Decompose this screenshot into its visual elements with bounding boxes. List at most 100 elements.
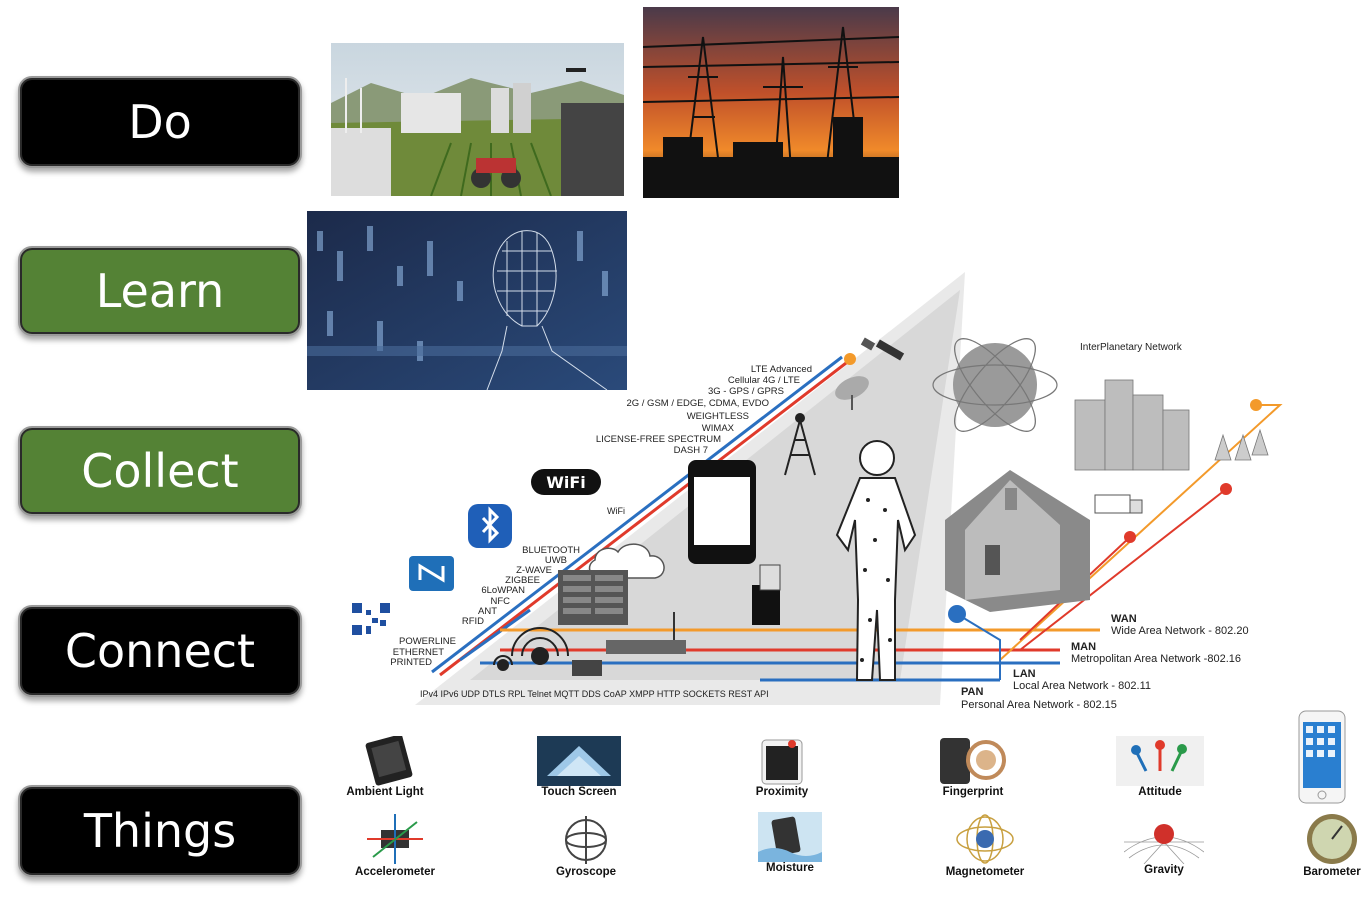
wifi-label: WiFi xyxy=(607,506,625,516)
protocol-list: IPv4 IPv6 UDP DTLS RPL Telnet MQTT DDS C… xyxy=(420,689,769,699)
sensor-moisture: Moisture xyxy=(735,812,845,874)
layer-connect: Connect xyxy=(18,605,302,697)
wifi-logo: WiFi xyxy=(531,469,601,495)
short-range-item: ANT xyxy=(478,606,497,617)
sensor-gyroscope: Gyroscope xyxy=(531,812,641,878)
layer-do-label: Do xyxy=(128,95,192,149)
cellular-item: 3G - GPS / GPRS xyxy=(708,386,784,397)
sensor-label: Barometer xyxy=(1303,866,1361,878)
network-abbr: LAN xyxy=(1013,668,1036,680)
ethernet-cable-icon xyxy=(752,564,781,625)
server-rack-icon xyxy=(558,570,628,625)
ai-learning-photo xyxy=(307,211,627,390)
power-grid-photo xyxy=(643,7,899,198)
sensor-label: Gravity xyxy=(1144,864,1184,876)
sensor-label: Ambient Light xyxy=(346,786,424,798)
sensor-proximity: Proximity xyxy=(727,736,837,798)
interplanetary-label: InterPlanetary Network xyxy=(1080,342,1183,353)
sensor-touch-screen: Touch Screen xyxy=(524,736,634,798)
gravity-icon xyxy=(1124,824,1204,864)
short-range-item: NFC xyxy=(490,596,510,607)
bluetooth-icon xyxy=(468,504,512,548)
cellular-blue-line xyxy=(431,355,843,674)
layer-do: Do xyxy=(18,76,302,168)
cellular-item: 2G / GSM / EDGE, CDMA, EVDO xyxy=(626,398,769,409)
cloud-icon xyxy=(588,543,665,579)
attitude-icon xyxy=(1116,736,1204,786)
sensor-label: Attitude xyxy=(1138,786,1182,798)
chip-icon xyxy=(572,660,602,676)
truck-icon xyxy=(1094,494,1143,514)
iphone-icon xyxy=(1298,710,1346,804)
satellite-dish-icon xyxy=(835,376,869,410)
magnetometer-icon xyxy=(956,814,1014,864)
network-abbr: MAN xyxy=(1071,641,1096,653)
network-desc: Personal Area Network - 802.15 xyxy=(961,699,1117,711)
smartphone-icon xyxy=(688,460,756,564)
sensor-label: Touch Screen xyxy=(541,786,617,798)
layer-learn: Learn xyxy=(18,246,302,336)
network-desc: Metropolitan Area Network -802.16 xyxy=(1071,653,1241,665)
cellular-item: WEIGHTLESS xyxy=(687,411,749,422)
sensor-attitude: Attitude xyxy=(1105,736,1215,798)
network-diagram: WiFi IPv4 IPv6 UDP DTLS RPL Telnet MQTT … xyxy=(352,272,1283,711)
sensor-label: Accelerometer xyxy=(355,866,435,878)
network-abbr: WAN xyxy=(1111,613,1137,625)
cellular-item: DASH 7 xyxy=(674,445,708,456)
sensor-label: Magnetometer xyxy=(945,866,1025,878)
layer-things: Things xyxy=(18,785,302,877)
house-icon xyxy=(945,470,1090,612)
sensor-barometer: Barometer xyxy=(1277,812,1371,878)
human-network-figure xyxy=(835,440,917,681)
network-desc: Wide Area Network - 802.20 xyxy=(1111,625,1249,637)
proximity-icon xyxy=(761,739,803,785)
lte-node xyxy=(844,353,856,365)
cellular-red-line xyxy=(439,358,851,677)
city-icon xyxy=(1074,379,1269,471)
short-range-item: ZIGBEE xyxy=(505,575,540,586)
network-desc: Local Area Network - 802.11 xyxy=(1013,680,1151,692)
layer-things-label: Things xyxy=(83,804,237,858)
sensor-label: Proximity xyxy=(755,786,809,798)
satellite-icon xyxy=(860,337,905,361)
short-range-item: BLUETOOTH xyxy=(522,545,580,556)
sensor-accelerometer: Accelerometer xyxy=(340,812,450,878)
cell-tower-icon xyxy=(784,413,816,476)
layer-learn-label: Learn xyxy=(95,264,225,318)
moisture-icon xyxy=(758,812,822,862)
router-icon xyxy=(606,612,686,654)
short-range-item: 6LoWPAN xyxy=(481,585,525,596)
globe-icon xyxy=(932,338,1058,432)
sensor-magnetometer: Magnetometer xyxy=(930,812,1040,878)
layer-collect: Collect xyxy=(18,426,302,516)
cellular-item: LICENSE-FREE SPECTRUM xyxy=(596,434,721,445)
svg-text:WiFi: WiFi xyxy=(546,473,586,492)
short-range-item: Z-WAVE xyxy=(516,565,552,576)
barometer-icon xyxy=(1307,814,1357,864)
touch-screen-icon xyxy=(537,736,621,786)
wired-item: POWERLINE xyxy=(399,636,456,647)
layer-collect-label: Collect xyxy=(81,444,239,498)
wired-item: PRINTED xyxy=(390,657,432,668)
antenna-icon xyxy=(493,627,569,671)
sensor-label: Fingerprint xyxy=(942,786,1004,798)
smart-farm-photo xyxy=(331,43,624,196)
sensor-fingerprint: Fingerprint xyxy=(918,736,1028,798)
sensor-gravity: Gravity xyxy=(1109,812,1219,876)
short-range-item: RFID xyxy=(462,616,484,627)
cellular-item: WIMAX xyxy=(702,423,735,434)
layer-connect-label: Connect xyxy=(64,624,256,678)
cellular-item: Cellular 4G / LTE xyxy=(728,375,800,386)
nfc-icon xyxy=(409,556,454,591)
wired-item: ETHERNET xyxy=(393,647,444,658)
accelerometer-icon xyxy=(367,814,423,864)
gyroscope-icon xyxy=(565,816,607,864)
qr-code-icon xyxy=(352,603,390,635)
network-abbr: PAN xyxy=(961,686,983,698)
sensor-ambient-light: Ambient Light xyxy=(330,736,440,798)
sensor-label: Gyroscope xyxy=(555,866,617,878)
short-range-item: UWB xyxy=(545,555,567,566)
sensor-label: Moisture xyxy=(766,862,814,874)
ambient-light-icon xyxy=(365,736,413,786)
cellular-item: LTE Advanced xyxy=(751,364,812,375)
